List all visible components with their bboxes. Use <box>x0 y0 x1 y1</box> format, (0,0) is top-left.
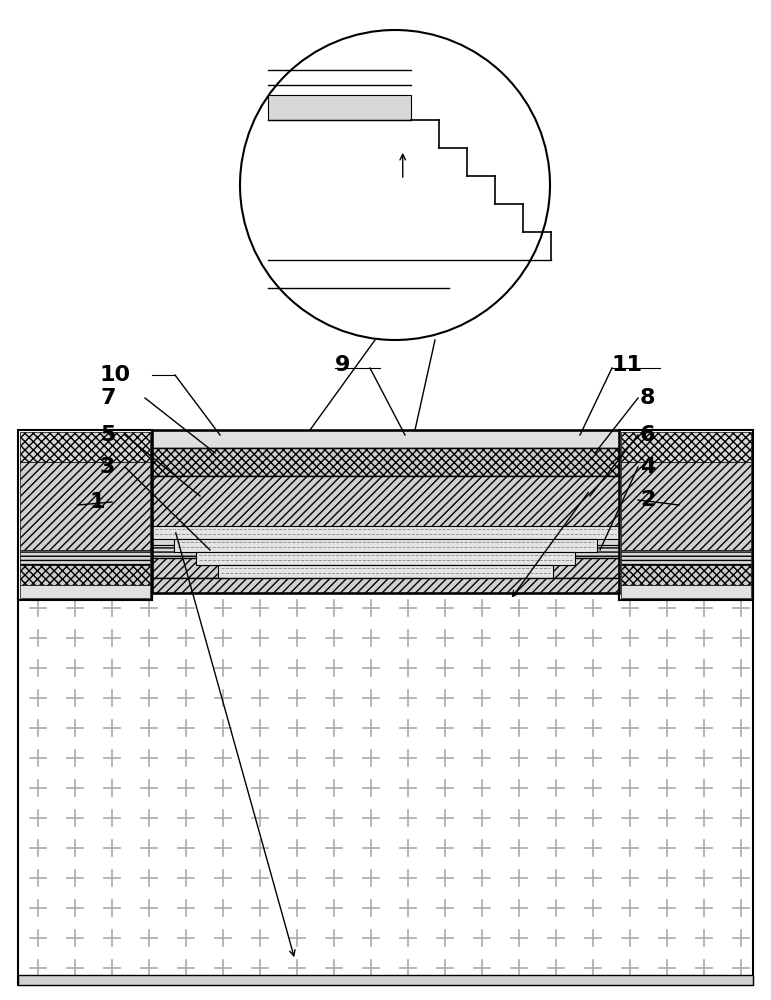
FancyBboxPatch shape <box>18 975 753 985</box>
FancyBboxPatch shape <box>152 578 619 593</box>
FancyBboxPatch shape <box>20 432 150 462</box>
Text: 3: 3 <box>100 457 116 477</box>
FancyBboxPatch shape <box>621 432 751 462</box>
Text: 6: 6 <box>640 425 655 445</box>
FancyBboxPatch shape <box>152 448 619 476</box>
Text: 5: 5 <box>100 425 116 445</box>
Text: 8: 8 <box>640 388 655 408</box>
Text: 4: 4 <box>640 457 655 477</box>
FancyBboxPatch shape <box>619 430 753 600</box>
FancyBboxPatch shape <box>18 560 753 985</box>
FancyBboxPatch shape <box>20 550 150 565</box>
FancyBboxPatch shape <box>152 558 619 578</box>
FancyBboxPatch shape <box>621 585 751 598</box>
FancyBboxPatch shape <box>20 585 150 598</box>
FancyBboxPatch shape <box>621 565 751 585</box>
FancyBboxPatch shape <box>20 565 150 585</box>
FancyBboxPatch shape <box>196 552 575 565</box>
Text: 10: 10 <box>100 365 131 385</box>
FancyBboxPatch shape <box>621 462 751 550</box>
FancyBboxPatch shape <box>20 462 150 550</box>
Text: 2: 2 <box>640 490 655 510</box>
FancyBboxPatch shape <box>18 430 152 600</box>
FancyBboxPatch shape <box>152 545 619 558</box>
Text: 7: 7 <box>100 388 116 408</box>
FancyBboxPatch shape <box>152 526 619 539</box>
FancyBboxPatch shape <box>218 565 553 578</box>
FancyBboxPatch shape <box>174 539 597 552</box>
Circle shape <box>240 30 550 340</box>
FancyBboxPatch shape <box>152 535 619 545</box>
FancyBboxPatch shape <box>152 476 619 535</box>
Text: 11: 11 <box>612 355 643 375</box>
FancyBboxPatch shape <box>621 550 751 565</box>
Text: 1: 1 <box>90 492 106 512</box>
FancyBboxPatch shape <box>152 430 619 448</box>
FancyBboxPatch shape <box>268 95 410 120</box>
Text: 9: 9 <box>335 355 350 375</box>
